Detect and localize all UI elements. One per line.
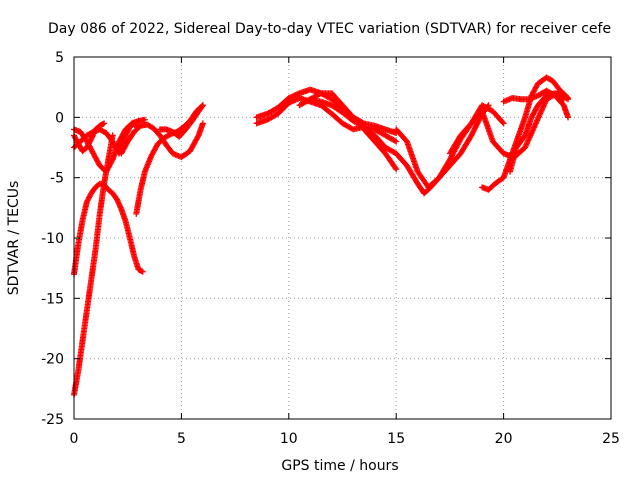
series-arc-m bbox=[393, 102, 507, 191]
data-point bbox=[500, 120, 507, 127]
x-axis-label: GPS time / hours bbox=[281, 458, 398, 474]
y-tick-label: -15 bbox=[41, 291, 64, 307]
series-arc-p bbox=[507, 90, 567, 175]
y-tick-label: -25 bbox=[41, 412, 64, 428]
y-tick-label: -10 bbox=[41, 231, 64, 247]
data-point bbox=[391, 137, 398, 144]
data-point bbox=[563, 93, 570, 100]
axes: 0 5 10 15 20 25 -25 -20 -15 -10 -5 0 5 bbox=[41, 50, 620, 447]
y-tick-label: 5 bbox=[55, 50, 64, 66]
data-point bbox=[565, 95, 572, 102]
y-axis-label: SDTVAR / TECUs bbox=[6, 181, 22, 296]
data-point bbox=[199, 102, 206, 109]
grid bbox=[74, 57, 611, 419]
chart-title: Day 086 of 2022, Sidereal Day-to-day VTE… bbox=[48, 21, 611, 37]
x-tick-label: 20 bbox=[495, 431, 513, 447]
series-arc-a bbox=[71, 180, 146, 278]
data-point bbox=[393, 138, 400, 145]
y-tick-label: -20 bbox=[41, 352, 64, 368]
data-point bbox=[141, 116, 148, 123]
x-tick-label: 5 bbox=[177, 431, 186, 447]
x-tick-label: 0 bbox=[70, 431, 79, 447]
data-point bbox=[392, 164, 399, 171]
y-tick-label: 0 bbox=[55, 110, 64, 126]
data-point bbox=[560, 96, 567, 103]
x-tick-label: 25 bbox=[602, 431, 620, 447]
x-tick-label: 10 bbox=[280, 431, 298, 447]
series-arc-l bbox=[307, 96, 492, 197]
data-point bbox=[108, 157, 115, 164]
data-point bbox=[199, 120, 206, 127]
data-point bbox=[499, 119, 506, 126]
data-point bbox=[139, 268, 146, 275]
data-point bbox=[199, 103, 206, 110]
data-point bbox=[565, 114, 572, 121]
data-series bbox=[71, 74, 572, 398]
series-arc-e bbox=[71, 120, 108, 155]
data-point bbox=[393, 166, 400, 173]
series-arc-q bbox=[500, 87, 572, 121]
x-tick-label: 15 bbox=[387, 431, 405, 447]
series-arc-n bbox=[446, 90, 572, 161]
data-point bbox=[316, 90, 323, 97]
series-arc-h bbox=[156, 102, 206, 140]
data-point bbox=[101, 120, 108, 127]
series-arc-b bbox=[71, 132, 116, 398]
y-tick-label: -5 bbox=[50, 171, 64, 187]
